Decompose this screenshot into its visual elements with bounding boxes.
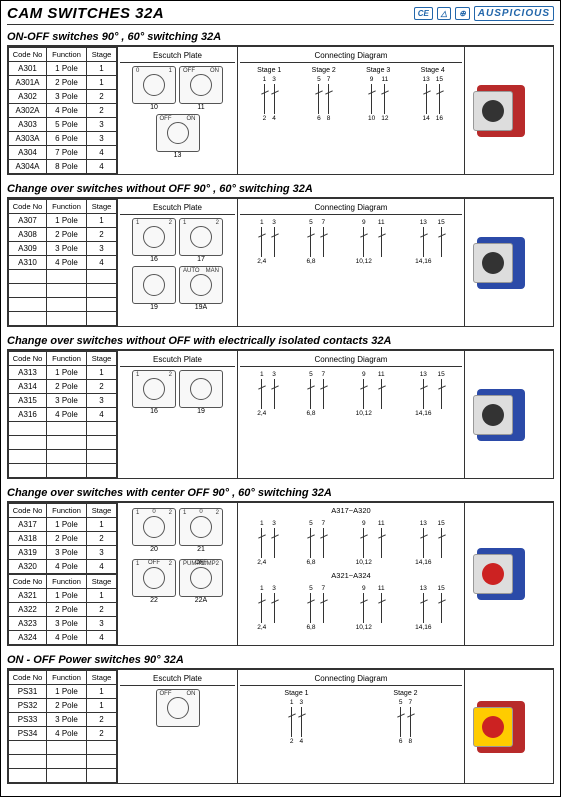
product-photo — [465, 47, 553, 174]
table-row: A3182 Pole2 — [9, 532, 117, 546]
brand-logos: CE △ ⊕ AUSPICIOUS — [414, 6, 554, 21]
table-row: A3047 Pole4 — [9, 146, 117, 160]
table-row: A3233 Pole3 — [9, 617, 117, 631]
product-photo — [465, 670, 553, 783]
escutcheon-plate: PUMP1 OFF PUMP2 22A — [179, 559, 223, 604]
escutcheon-plate: 1 OFF 2 22 — [132, 559, 176, 604]
diagram-stage: 12,43 — [257, 520, 276, 566]
spec-table: Code NoFunctionStageA3071 Pole1A3082 Pol… — [8, 199, 117, 326]
section-title: ON - OFF Power switches 90° 32A — [7, 652, 554, 669]
table-row: A304A8 Pole4 — [9, 160, 117, 174]
diagram-stage: 12,43 — [257, 585, 276, 631]
table-row: A301A2 Pole1 — [9, 76, 117, 90]
diagram-stage: 910,1211 — [356, 520, 385, 566]
product-photo — [465, 503, 553, 645]
diagram-stage: 910,1211 — [356, 219, 385, 265]
table-row: A3071 Pole1 — [9, 214, 117, 228]
diagram-stage: 12,43 — [257, 371, 276, 417]
escutcheon-plate: OFF ON 13 — [156, 114, 200, 159]
escutcheon-plate: 0 1 10 — [132, 66, 176, 111]
brand-name: AUSPICIOUS — [474, 6, 554, 21]
diagram-stage: 56,87 — [306, 219, 325, 265]
escutcheon-plate: OFF ON 11 — [179, 66, 223, 111]
table-row: A3153 Pole3 — [9, 394, 117, 408]
escutcheon-plate: 19 — [179, 370, 223, 415]
range-label: A321~A324 — [240, 570, 462, 581]
table-row: A3035 Pole3 — [9, 118, 117, 132]
cert-csa: ⊕ — [455, 7, 470, 20]
escutcheon-plate: AUTO MAN 19A — [179, 266, 223, 311]
diagram-stage: 1314,1615 — [415, 371, 445, 417]
section-title: Change over switches without OFF 90° , 6… — [7, 181, 554, 198]
table-row: A3171 Pole1 — [9, 518, 117, 532]
escutcheon-plate: OFF ON — [156, 689, 200, 727]
diagram-stage: 1314,1615 — [415, 520, 445, 566]
table-row: A3104 Pole4 — [9, 256, 117, 270]
table-row: PS344 Pole2 — [9, 727, 117, 741]
diagram-stage: 1314,1615 — [415, 219, 445, 265]
table-row: A3093 Pole3 — [9, 242, 117, 256]
cert-ce: CE — [414, 7, 433, 20]
catalog-page: CAM SWITCHES 32A CE △ ⊕ AUSPICIOUS ON-OF… — [0, 0, 561, 797]
table-row: PS322 Pole1 — [9, 699, 117, 713]
range-label: A317~A320 — [240, 505, 462, 516]
table-row: A3082 Pole2 — [9, 228, 117, 242]
spec-table: Code NoFunctionStageA3011 Pole1A301A2 Po… — [8, 47, 117, 174]
table-row: A3204 Pole4 — [9, 560, 117, 574]
page-title: CAM SWITCHES 32A — [7, 5, 164, 22]
catalog-section: Change over switches without OFF with el… — [7, 333, 554, 479]
diagram-stage: 56,87 — [306, 520, 325, 566]
escutcheon-plate: 1 2 17 — [179, 218, 223, 263]
table-row: A303A6 Pole3 — [9, 132, 117, 146]
diagram-stage: 1314,1615 — [415, 585, 445, 631]
diagram-stage: 910,1211 — [356, 371, 385, 417]
spec-table: Code NoFunctionStageA3211 Pole1A3222 Pol… — [8, 574, 117, 645]
table-row: PS333 Pole2 — [9, 713, 117, 727]
diagram-stage: Stage 3 9101112 — [366, 67, 390, 122]
diagram-stage: Stage 2 5678 — [312, 67, 336, 122]
escutcheon-plate: 1 0 2 20 — [132, 508, 176, 553]
diagram-stage: Stage 2 5678 — [393, 690, 417, 745]
escutcheon-plate: 19 — [132, 266, 176, 311]
diagram-stage: Stage 1 1234 — [284, 690, 308, 745]
table-row: A3011 Pole1 — [9, 62, 117, 76]
section-title: Change over switches with center OFF 90°… — [7, 485, 554, 502]
spec-table: Code NoFunctionStageA3171 Pole1A3182 Pol… — [8, 503, 117, 574]
catalog-section: Change over switches with center OFF 90°… — [7, 485, 554, 646]
diagram-stage: 56,87 — [306, 585, 325, 631]
table-row: PS311 Pole1 — [9, 685, 117, 699]
page-header: CAM SWITCHES 32A CE △ ⊕ AUSPICIOUS — [7, 5, 554, 25]
product-photo — [465, 351, 553, 478]
spec-table: Code NoFunctionStageA3131 Pole1A3142 Pol… — [8, 351, 117, 478]
table-row: A302A4 Pole2 — [9, 104, 117, 118]
table-row: A3244 Pole4 — [9, 631, 117, 645]
catalog-section: ON - OFF Power switches 90° 32A Code NoF… — [7, 652, 554, 784]
table-row: A3222 Pole2 — [9, 603, 117, 617]
cert-tuv: △ — [437, 7, 451, 20]
product-photo — [465, 199, 553, 326]
table-row: A3193 Pole3 — [9, 546, 117, 560]
diagram-stage: 12,43 — [257, 219, 276, 265]
catalog-section: Change over switches without OFF 90° , 6… — [7, 181, 554, 327]
section-title: ON-OFF switches 90° , 60° switching 32A — [7, 29, 554, 46]
spec-table: Code NoFunctionStagePS311 Pole1PS322 Pol… — [8, 670, 117, 783]
diagram-stage: 910,1211 — [356, 585, 385, 631]
section-title: Change over switches without OFF with el… — [7, 333, 554, 350]
diagram-stage: Stage 1 1234 — [257, 67, 281, 122]
escutcheon-plate: 1 2 16 — [132, 218, 176, 263]
table-row: A3131 Pole1 — [9, 366, 117, 380]
escutcheon-plate: 1 0 2 21 — [179, 508, 223, 553]
escutcheon-plate: 1 2 16 — [132, 370, 176, 415]
table-row: A3023 Pole2 — [9, 90, 117, 104]
table-row: A3164 Pole4 — [9, 408, 117, 422]
diagram-stage: Stage 4 13141516 — [421, 67, 445, 122]
catalog-section: ON-OFF switches 90° , 60° switching 32A … — [7, 29, 554, 175]
table-row: A3142 Pole2 — [9, 380, 117, 394]
diagram-stage: 56,87 — [306, 371, 325, 417]
table-row: A3211 Pole1 — [9, 589, 117, 603]
